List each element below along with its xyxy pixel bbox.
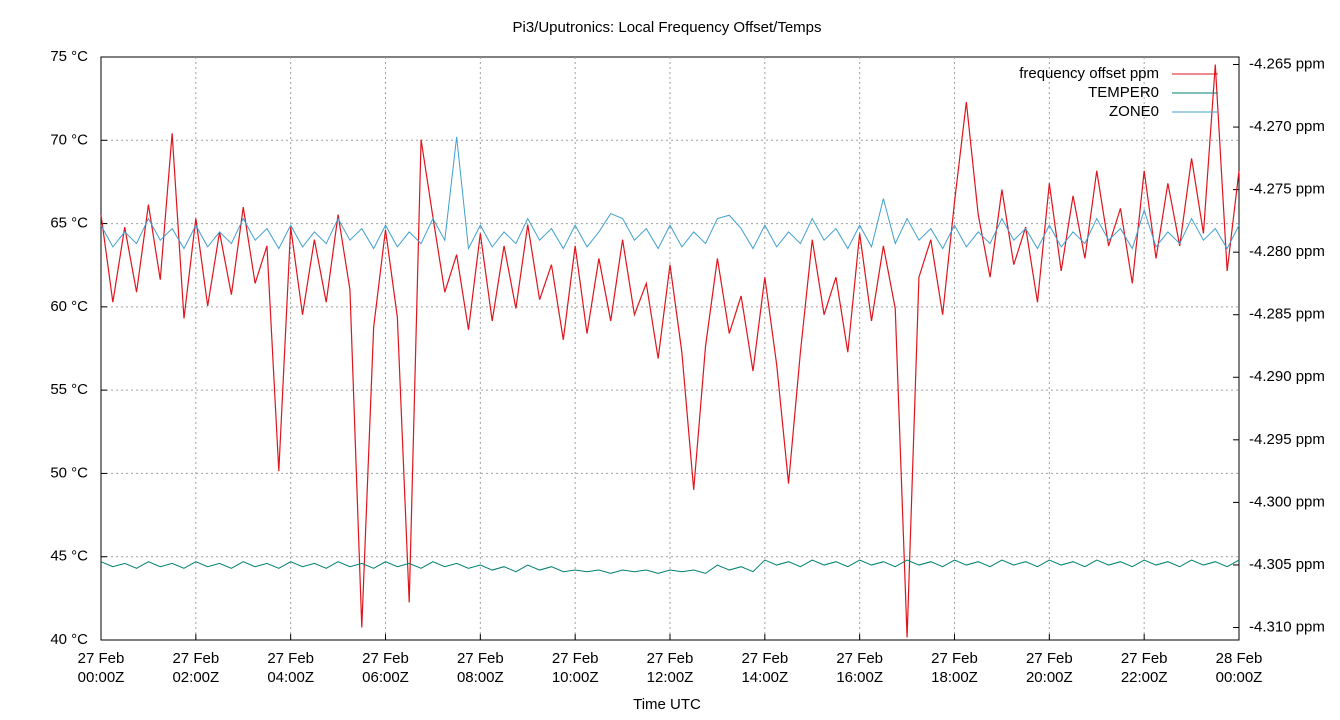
x-tick-label: 27 Feb 10:00Z bbox=[552, 650, 599, 686]
y2-tick-label: -4.275 ppm bbox=[1249, 181, 1325, 198]
x-tick-label: 28 Feb 00:00Z bbox=[1216, 650, 1263, 686]
x-axis-label: Time UTC bbox=[633, 696, 701, 713]
y-tick-label: 70 °C bbox=[50, 131, 88, 148]
y2-tick-label: -4.265 ppm bbox=[1249, 55, 1325, 72]
y-tick-label: 50 °C bbox=[50, 464, 88, 481]
legend-label: ZONE0 bbox=[1109, 103, 1159, 120]
x-tick-label: 27 Feb 22:00Z bbox=[1121, 650, 1168, 686]
legend-label: TEMPER0 bbox=[1088, 84, 1159, 101]
chart-title: Pi3/Uputronics: Local Frequency Offset/T… bbox=[512, 19, 821, 36]
y-tick-label: 45 °C bbox=[50, 548, 88, 565]
y2-tick-label: -4.300 ppm bbox=[1249, 493, 1325, 510]
y2-tick-label: -4.305 ppm bbox=[1249, 556, 1325, 573]
x-tick-label: 27 Feb 16:00Z bbox=[836, 650, 883, 686]
x-tick-label: 27 Feb 14:00Z bbox=[741, 650, 788, 686]
x-tick-label: 27 Feb 18:00Z bbox=[931, 650, 978, 686]
series-line bbox=[100, 136, 1240, 251]
y2-tick-label: -4.280 ppm bbox=[1249, 243, 1325, 260]
x-tick-label: 27 Feb 04:00Z bbox=[267, 650, 314, 686]
y2-tick-label: -4.285 ppm bbox=[1249, 306, 1325, 323]
x-tick-label: 27 Feb 06:00Z bbox=[362, 650, 409, 686]
y2-tick-label: -4.290 ppm bbox=[1249, 368, 1325, 385]
series-line bbox=[100, 559, 1240, 574]
y-tick-label: 60 °C bbox=[50, 298, 88, 315]
series-line bbox=[100, 64, 1240, 638]
y2-tick-label: -4.270 ppm bbox=[1249, 118, 1325, 135]
x-tick-label: 27 Feb 00:00Z bbox=[78, 650, 125, 686]
x-tick-label: 27 Feb 12:00Z bbox=[647, 650, 694, 686]
y-tick-label: 40 °C bbox=[50, 631, 88, 648]
y-tick-label: 55 °C bbox=[50, 381, 88, 398]
x-tick-label: 27 Feb 02:00Z bbox=[172, 650, 219, 686]
x-tick-label: 27 Feb 08:00Z bbox=[457, 650, 504, 686]
y-tick-label: 65 °C bbox=[50, 215, 88, 232]
y2-tick-label: -4.295 ppm bbox=[1249, 431, 1325, 448]
y2-tick-label: -4.310 ppm bbox=[1249, 618, 1325, 635]
x-tick-label: 27 Feb 20:00Z bbox=[1026, 650, 1073, 686]
legend-label: frequency offset ppm bbox=[1019, 65, 1159, 82]
y-tick-label: 75 °C bbox=[50, 48, 88, 65]
